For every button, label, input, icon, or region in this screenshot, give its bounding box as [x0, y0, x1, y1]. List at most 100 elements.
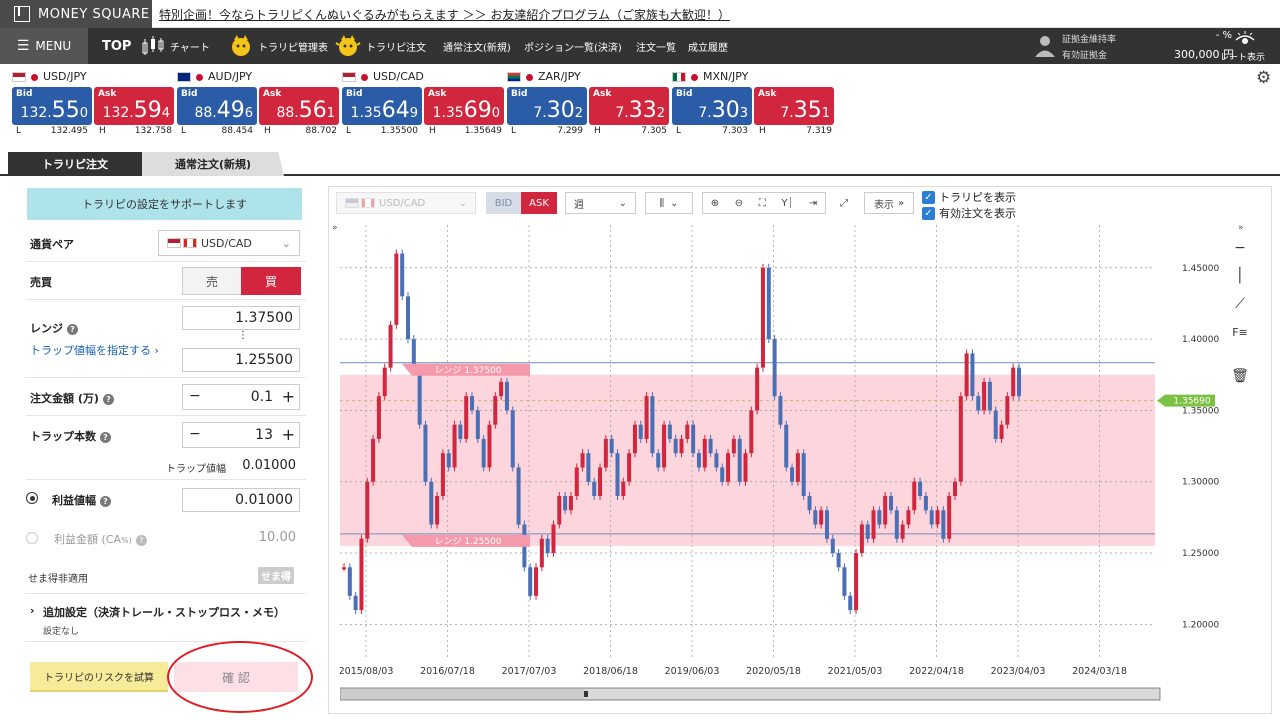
ask-button[interactable]: Ask 7.332: [589, 87, 669, 125]
rate-card-usd-jpy: USD/JPY Bid 132.550 Ask 132.594 L 132.495 H 132.…: [12, 66, 174, 136]
risk-simulation-button[interactable]: トラリピのリスクを試算: [30, 662, 168, 692]
tab-normal-order[interactable]: 通常注文(新規): [142, 152, 284, 176]
help-icon[interactable]: ?: [102, 393, 114, 405]
pair-select[interactable]: USD/CAD ⌄: [158, 230, 300, 256]
ask-button[interactable]: Ask 88.561: [259, 87, 339, 125]
side-label: 売買: [30, 276, 52, 289]
advanced-settings-row[interactable]: › 追加設定（決済トレール・ストップロス・メモ） 設定なし: [26, 594, 306, 642]
fibonacci-icon[interactable]: F≡: [1232, 325, 1248, 339]
price-chart[interactable]: 1.45000 1.40000 1.35000 1.30000 1.25000 1.200…: [340, 220, 1225, 710]
trap-width-link[interactable]: トラップ値幅を指定する ›: [30, 344, 159, 357]
trash-icon[interactable]: 🗑: [1231, 368, 1249, 384]
candle-body: [691, 424, 696, 454]
trendline-icon[interactable]: ⟋: [1235, 296, 1245, 312]
range-low-input[interactable]: 1.25500: [182, 348, 300, 372]
mascot-icon: [232, 35, 250, 56]
chart-pair-value: USD/CAD: [379, 197, 426, 209]
amount-input[interactable]: 0.1: [250, 389, 273, 405]
rate-display-button[interactable]: レート表示: [1218, 28, 1272, 64]
menu-button[interactable]: ☰ MENU: [0, 28, 88, 64]
support-button[interactable]: トラリピの設定をサポートします: [27, 188, 302, 220]
nav-history[interactable]: 成立履歴: [688, 42, 728, 54]
nav-normal-order[interactable]: 通常注文(新規): [443, 42, 511, 54]
help-icon[interactable]: ?: [100, 495, 111, 507]
candle-body: [481, 438, 486, 468]
ask-button[interactable]: Ask 1.35690: [424, 87, 504, 125]
candle-body: [696, 453, 701, 468]
bid-button[interactable]: Bid 1.35649: [342, 87, 422, 125]
fit-screen-icon[interactable]: ⛶: [758, 197, 766, 209]
traps-input[interactable]: 13: [255, 427, 273, 443]
brand-name: MONEY SQUARE: [38, 6, 150, 22]
show-traripi-toggle[interactable]: ✓ トラリピを表示: [922, 189, 1016, 205]
chart-pair-select[interactable]: USD/CAD ⌄: [336, 192, 476, 214]
show-orders-toggle[interactable]: ✓ 有効注文を表示: [922, 205, 1016, 221]
y-axis-lock-icon[interactable]: Y⏐: [781, 197, 794, 209]
minus-button[interactable]: −: [189, 388, 201, 404]
promo-link[interactable]: 特別企画！今ならトラリピくんぬいぐるみがもらえます ＞＞ お友達紹介プログラム（…: [159, 8, 731, 22]
candle-body: [883, 495, 888, 525]
profit-amount-radio[interactable]: [26, 532, 38, 544]
expand-right-icon[interactable]: »: [1238, 223, 1244, 233]
candle-body: [534, 567, 539, 596]
candle-body: [772, 339, 777, 397]
scroll-to-end-icon[interactable]: ⇥: [808, 197, 818, 209]
zoom-in-icon[interactable]: ⊕: [710, 197, 720, 209]
minus-button[interactable]: −: [189, 426, 201, 442]
nav-positions[interactable]: ポジション一覧(決済): [524, 42, 622, 54]
candle-body: [615, 453, 620, 496]
x-tick-label: 2020/05/18: [746, 666, 801, 677]
nav-trap-order[interactable]: トラリピ注文: [334, 28, 426, 64]
nav-chart[interactable]: チャート: [140, 28, 210, 64]
profit-width-input[interactable]: 0.01000: [182, 488, 300, 512]
ask-price: 132.594: [103, 98, 170, 123]
ask-toggle[interactable]: ASK: [521, 192, 557, 214]
candle-body: [807, 495, 812, 511]
candle-body: [993, 410, 998, 439]
semaeki-badge: せま得: [258, 567, 294, 584]
nav-orders[interactable]: 注文一覧: [636, 42, 676, 54]
chart-type-select[interactable]: ⫼ ⌄: [645, 192, 693, 214]
checkbox-checked-icon: ✓: [922, 190, 935, 204]
help-icon[interactable]: ?: [67, 323, 78, 335]
period-select[interactable]: 週 ⌄: [565, 192, 636, 214]
candle-body: [935, 510, 940, 525]
minus-tool-icon[interactable]: −: [1234, 240, 1246, 256]
expand-left-icon[interactable]: »: [332, 223, 338, 233]
candle-body: [568, 495, 573, 511]
ask-button[interactable]: Ask 132.594: [94, 87, 174, 125]
candle-body: [888, 495, 893, 511]
bid-button[interactable]: Bid 132.550: [12, 87, 92, 125]
bid-toggle[interactable]: BID: [486, 192, 521, 214]
candle-body: [504, 381, 509, 411]
side-row: 売買 売 買: [26, 262, 306, 300]
zoom-out-icon[interactable]: ⊖: [734, 197, 744, 209]
help-icon[interactable]: ?: [135, 534, 147, 546]
plus-button[interactable]: +: [281, 387, 295, 406]
vertical-line-icon[interactable]: │: [1235, 268, 1245, 284]
ask-button[interactable]: Ask 7.351: [754, 87, 834, 125]
bid-button[interactable]: Bid 7.302: [507, 87, 587, 125]
menu-label: MENU: [35, 39, 72, 53]
margin-rate-label: 証拠金維持率: [1062, 35, 1117, 45]
settings-gear-icon[interactable]: ⚙: [1256, 68, 1272, 88]
nav-trap-manage[interactable]: トラリピ管理表: [228, 28, 328, 64]
plus-button[interactable]: +: [281, 425, 295, 444]
candle-body: [382, 367, 387, 397]
range-high-input[interactable]: 1.37500: [182, 306, 300, 330]
bid-button[interactable]: Bid 88.496: [177, 87, 257, 125]
ask-price-head: 132.: [102, 105, 134, 121]
help-icon[interactable]: ?: [100, 431, 111, 443]
candle-body: [731, 438, 736, 454]
buy-button[interactable]: 買: [241, 267, 301, 295]
tab-traripi-order[interactable]: トラリピ注文: [8, 152, 142, 176]
x-tick-label: 2023/04/03: [991, 666, 1046, 677]
brand-logo[interactable]: MONEY SQUARE: [0, 0, 152, 28]
candle-body: [644, 396, 649, 439]
sell-button[interactable]: 売: [182, 267, 242, 295]
bid-button[interactable]: Bid 7.303: [672, 87, 752, 125]
nav-top[interactable]: TOP: [102, 38, 132, 54]
show-menu-button[interactable]: 表示»: [864, 192, 914, 214]
profit-width-radio[interactable]: [26, 492, 38, 504]
add-indicator-icon[interactable]: ⤢: [832, 192, 856, 214]
